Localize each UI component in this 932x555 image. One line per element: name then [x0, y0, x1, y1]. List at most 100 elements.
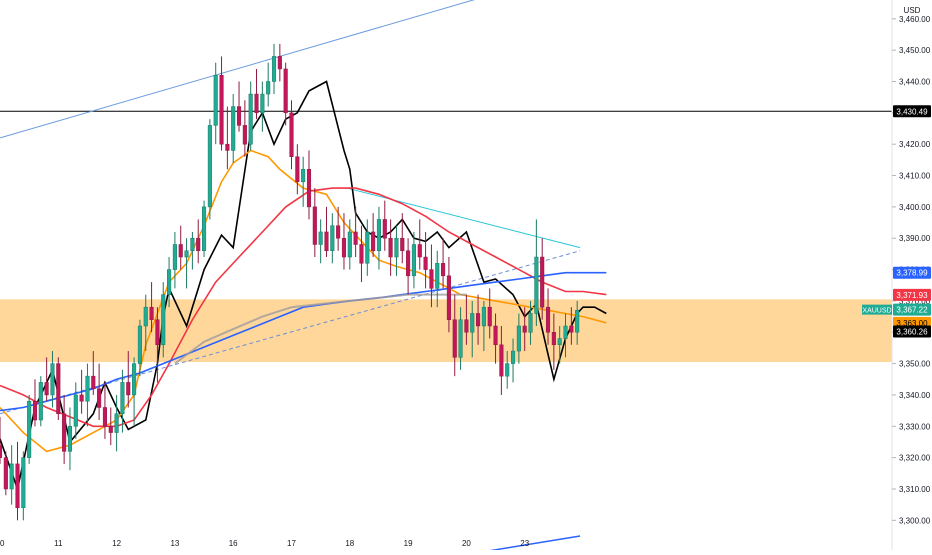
candle[interactable] — [371, 213, 376, 258]
candle[interactable] — [487, 288, 492, 339]
candle[interactable] — [528, 300, 533, 345]
candle[interactable] — [85, 363, 90, 427]
candle[interactable] — [481, 300, 486, 352]
candle[interactable] — [132, 357, 137, 427]
candle[interactable] — [394, 225, 399, 276]
candle[interactable] — [38, 376, 43, 427]
candle[interactable] — [266, 62, 271, 107]
candle[interactable] — [476, 294, 481, 345]
candle[interactable] — [260, 81, 265, 132]
candle[interactable] — [446, 257, 451, 333]
candle[interactable] — [347, 219, 352, 270]
candle[interactable] — [27, 394, 32, 464]
trendline-upper-channel[interactable] — [0, 0, 484, 139]
candle[interactable] — [575, 300, 580, 345]
candle[interactable] — [9, 445, 14, 505]
candle[interactable] — [97, 363, 102, 421]
candle[interactable] — [271, 43, 277, 95]
candle[interactable] — [231, 94, 236, 163]
candle[interactable] — [516, 313, 521, 364]
candle[interactable] — [202, 200, 207, 258]
candle[interactable] — [108, 407, 113, 446]
candle[interactable] — [114, 394, 119, 452]
candle[interactable] — [3, 451, 8, 496]
candle[interactable] — [102, 382, 107, 439]
candle[interactable] — [178, 225, 183, 270]
candle[interactable] — [143, 294, 148, 352]
candle[interactable] — [137, 319, 142, 377]
candle[interactable] — [382, 200, 387, 251]
candle[interactable] — [254, 68, 259, 120]
candle[interactable] — [330, 213, 335, 264]
candle[interactable] — [79, 369, 84, 414]
candle[interactable] — [545, 288, 551, 345]
candle[interactable] — [464, 294, 469, 345]
candle[interactable] — [359, 225, 364, 283]
candle[interactable] — [219, 56, 224, 151]
candle[interactable] — [91, 351, 96, 395]
candle[interactable] — [406, 238, 411, 295]
candle[interactable] — [283, 62, 288, 126]
candle[interactable] — [242, 100, 247, 157]
candle[interactable] — [411, 231, 416, 289]
candle[interactable] — [50, 351, 55, 408]
candle[interactable] — [248, 81, 253, 151]
candle[interactable] — [184, 238, 189, 289]
candle[interactable] — [196, 219, 201, 264]
candle[interactable] — [126, 351, 131, 408]
candle[interactable] — [149, 282, 154, 333]
candle[interactable] — [429, 244, 434, 308]
candle[interactable] — [505, 351, 510, 389]
candle[interactable] — [376, 206, 382, 270]
candle[interactable] — [557, 325, 562, 364]
candle[interactable] — [236, 81, 242, 132]
candle[interactable] — [306, 150, 312, 220]
candle[interactable] — [470, 300, 475, 358]
candle[interactable] — [493, 313, 498, 364]
candle[interactable] — [21, 451, 26, 521]
candle[interactable] — [400, 213, 405, 264]
candle[interactable] — [435, 250, 440, 308]
candle[interactable] — [213, 62, 218, 145]
candle[interactable] — [120, 369, 125, 433]
candle[interactable] — [341, 213, 347, 270]
candle[interactable] — [161, 282, 166, 358]
candle[interactable] — [551, 313, 556, 370]
candle[interactable] — [563, 313, 568, 358]
candle[interactable] — [15, 441, 20, 521]
candle[interactable] — [458, 307, 463, 370]
candle[interactable] — [207, 119, 212, 220]
candle[interactable] — [417, 219, 422, 270]
candle[interactable] — [0, 416, 3, 464]
candle[interactable] — [32, 379, 38, 427]
candle[interactable] — [190, 231, 195, 270]
candle[interactable] — [499, 325, 504, 395]
candle[interactable] — [167, 257, 172, 308]
candle[interactable] — [353, 206, 358, 258]
candle[interactable] — [62, 394, 67, 464]
candle[interactable] — [44, 357, 49, 402]
candle[interactable] — [522, 307, 527, 352]
candle[interactable] — [56, 357, 61, 421]
candle[interactable] — [569, 307, 574, 345]
candle[interactable] — [324, 206, 329, 258]
candle[interactable] — [73, 382, 78, 439]
candle[interactable] — [67, 407, 73, 471]
trendline-resistance[interactable] — [346, 187, 581, 249]
candle[interactable] — [225, 106, 230, 170]
candle[interactable] — [289, 100, 294, 170]
candle[interactable] — [388, 219, 393, 276]
candle[interactable] — [301, 156, 306, 207]
candle[interactable] — [172, 231, 177, 289]
candle[interactable] — [534, 219, 539, 326]
candle[interactable] — [277, 43, 282, 82]
candle[interactable] — [423, 231, 428, 289]
candle[interactable] — [336, 206, 341, 251]
candle[interactable] — [510, 338, 516, 383]
trendline-lower-channel[interactable] — [483, 535, 581, 553]
candle[interactable] — [312, 188, 317, 258]
candle[interactable] — [155, 307, 160, 383]
candle[interactable] — [441, 238, 446, 289]
